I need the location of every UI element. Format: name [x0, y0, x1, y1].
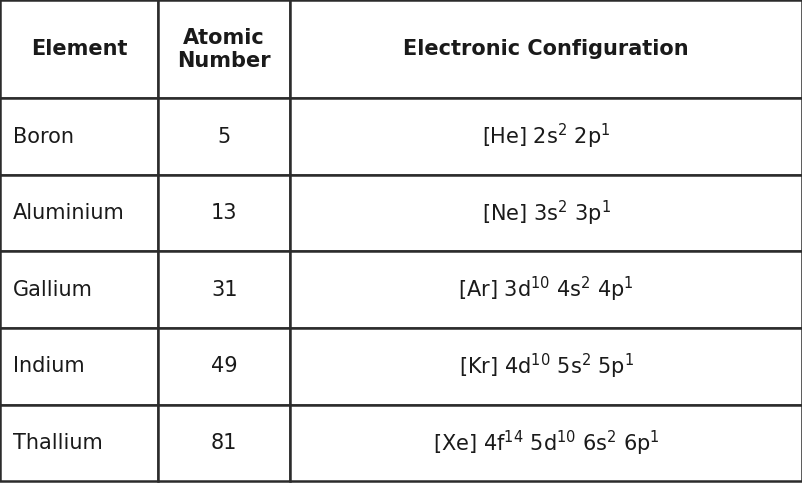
Text: Boron: Boron [13, 127, 74, 147]
Bar [158, 251, 290, 328]
Text: [Ne] 3s$^2$ 3p$^1$: [Ne] 3s$^2$ 3p$^1$ [482, 199, 610, 228]
Bar [0, 251, 158, 328]
Bar [0, 405, 158, 481]
Bar [158, 98, 290, 175]
Text: [He] 2s$^2$ 2p$^1$: [He] 2s$^2$ 2p$^1$ [482, 122, 610, 151]
Bar [0, 175, 158, 251]
Text: Electronic Configuration: Electronic Configuration [403, 39, 689, 59]
Text: 5: 5 [217, 127, 231, 147]
Bar [158, 405, 290, 481]
Text: 49: 49 [211, 356, 237, 376]
Text: [Ar] 3d$^{10}$ 4s$^2$ 4p$^1$: [Ar] 3d$^{10}$ 4s$^2$ 4p$^1$ [458, 275, 634, 304]
Text: Gallium: Gallium [13, 280, 92, 300]
Text: Element: Element [30, 39, 128, 59]
Bar [158, 175, 290, 251]
Text: 81: 81 [211, 433, 237, 453]
Text: 13: 13 [211, 203, 237, 223]
Bar [158, 0, 290, 98]
Bar [290, 0, 802, 98]
Bar [0, 0, 158, 98]
Text: 31: 31 [211, 280, 237, 300]
Text: Thallium: Thallium [13, 433, 103, 453]
Bar [290, 175, 802, 251]
Bar [290, 405, 802, 481]
Text: Indium: Indium [13, 356, 84, 376]
Bar [290, 251, 802, 328]
Bar [290, 328, 802, 405]
Text: [Xe] 4f$^{14}$ 5d$^{10}$ 6s$^2$ 6p$^1$: [Xe] 4f$^{14}$ 5d$^{10}$ 6s$^2$ 6p$^1$ [433, 428, 659, 458]
Bar [0, 98, 158, 175]
Bar [0, 328, 158, 405]
Text: Aluminium: Aluminium [13, 203, 124, 223]
Bar [290, 98, 802, 175]
Bar [158, 328, 290, 405]
Text: [Kr] 4d$^{10}$ 5s$^2$ 5p$^1$: [Kr] 4d$^{10}$ 5s$^2$ 5p$^1$ [459, 352, 634, 381]
Text: Atomic
Number: Atomic Number [177, 28, 271, 71]
